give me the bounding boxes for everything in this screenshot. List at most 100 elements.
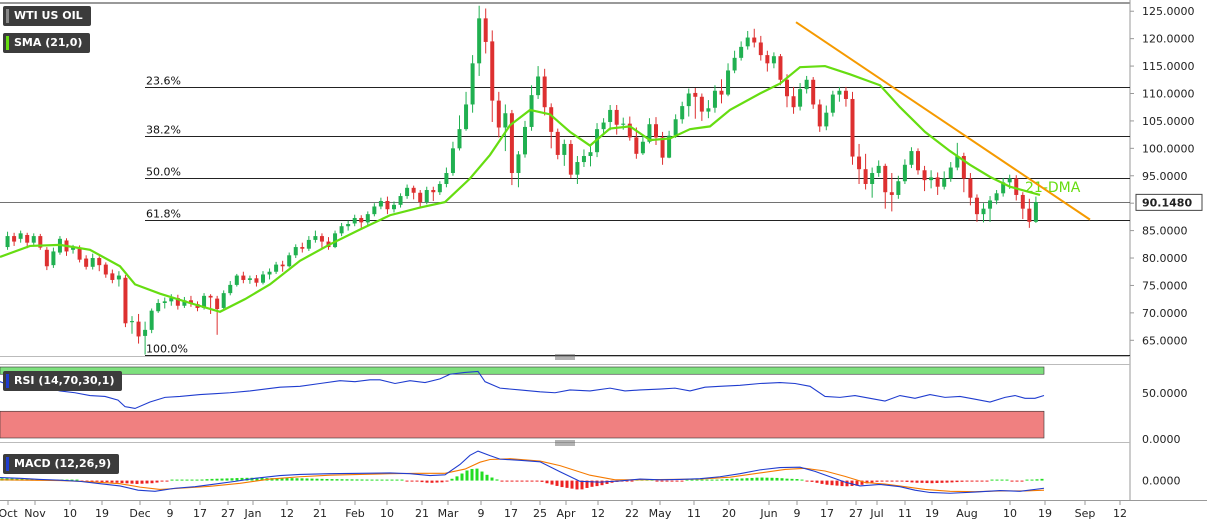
macd-histogram-bar [710, 479, 714, 481]
candle [870, 167, 875, 198]
macd-histogram-bar [365, 479, 369, 481]
candle-body [955, 156, 960, 168]
rsi-chip[interactable]: RSI (14,70,30,1) [3, 371, 123, 391]
macd-histogram-bar [970, 480, 974, 482]
resistance-trendline [795, 21, 1091, 221]
macd-histogram-bar [235, 478, 239, 481]
price-tick-label: 85.0000 [1142, 225, 1188, 238]
macd-histogram-bar [590, 480, 594, 487]
macd-histogram-bar [470, 468, 474, 481]
macd-histogram-bar [1025, 479, 1029, 481]
macd-histogram-bar [420, 480, 424, 483]
candle-body [516, 154, 521, 174]
candle-body [673, 119, 678, 136]
candle [12, 232, 17, 246]
date-tick-label: Sep [1075, 507, 1096, 520]
macd-histogram-bar [395, 479, 399, 481]
macd-histogram-bar [315, 478, 319, 481]
macd-histogram-bar [705, 479, 709, 481]
candle [25, 232, 30, 249]
candle [44, 247, 49, 271]
candle-body [156, 302, 161, 312]
macd-histogram-bar [425, 480, 429, 483]
macd-histogram-bar [515, 480, 519, 482]
candle-body [130, 321, 134, 323]
rsi-tick-label: 50.0000 [1142, 387, 1188, 400]
candle [267, 268, 272, 280]
symbol-color-marker [6, 9, 9, 23]
candle [824, 105, 829, 131]
candle-body [555, 131, 560, 155]
macd-histogram-bar [520, 480, 524, 482]
candle [116, 271, 121, 287]
candle [568, 140, 573, 178]
macd-histogram-bar [725, 478, 729, 481]
price-pane[interactable]: 23.6% 38.2% 50.0% 61.8% 100.0% 125.0000 120.00… [0, 0, 1207, 500]
macd-histogram-bar [905, 480, 909, 482]
candle [922, 165, 927, 192]
candle-body [457, 129, 462, 149]
candle [38, 233, 43, 250]
candle [392, 201, 396, 213]
candle-body [961, 156, 966, 179]
candle [110, 269, 115, 284]
date-tick-label: 27 [221, 507, 235, 520]
candle-body [974, 197, 979, 215]
candle [667, 130, 672, 159]
candle [1001, 177, 1006, 197]
macd-histogram-bar [115, 480, 119, 483]
macd-histogram-bar [330, 479, 334, 481]
macd-histogram-bar [145, 480, 149, 484]
candle [765, 50, 770, 72]
candle-body [116, 275, 121, 280]
macd-histogram-bar [190, 479, 194, 481]
candle-body [667, 135, 672, 158]
macd-histogram-bar [945, 480, 949, 483]
candle-body [1007, 178, 1012, 183]
candle-body [392, 204, 396, 210]
macd-histogram-bar [1040, 478, 1044, 481]
macd-pane[interactable]: 0.0000 [0, 450, 1181, 494]
macd-histogram-bar [625, 480, 629, 482]
date-tick-label: Oct [0, 507, 18, 520]
candle [274, 261, 279, 274]
macd-chip[interactable]: MACD (12,26,9) [3, 454, 120, 474]
price-tick-label: 125.0000 [1142, 5, 1195, 18]
candle-body [437, 183, 442, 193]
candle [418, 190, 423, 208]
date-tick-label: 12 [1113, 507, 1127, 520]
macd-histogram-bar [105, 480, 109, 483]
macd-histogram-bar [320, 478, 324, 481]
macd-histogram-bar [790, 478, 794, 481]
candle-body [228, 284, 233, 294]
fib-level-label: 61.8% [146, 208, 181, 221]
macd-histogram-bar [550, 480, 554, 485]
candle [372, 203, 377, 217]
candle [103, 262, 108, 278]
macd-histogram-bar [630, 480, 634, 482]
candle-body [1014, 178, 1019, 195]
candle [627, 116, 632, 141]
candle-body [293, 247, 298, 256]
macd-histogram-bar [280, 477, 284, 481]
candle-body [791, 96, 796, 108]
candle-body [31, 236, 36, 243]
date-axis: Oct Nov 10 19 Dec 9 17 27 Jan 12 21 Feb 10 21 Mar 9 17 25… [0, 500, 1207, 520]
candle [175, 294, 180, 310]
macd-histogram-bar [110, 480, 114, 483]
candle-body [719, 90, 724, 95]
macd-histogram-bar [655, 480, 659, 482]
candle [31, 233, 36, 245]
macd-histogram-bar [240, 477, 244, 481]
symbol-chip[interactable]: WTI US OIL [3, 6, 91, 26]
sma-chip[interactable]: SMA (21,0) [3, 33, 91, 53]
candle [902, 159, 907, 184]
candle-body [143, 329, 148, 336]
rsi-pane[interactable]: 50.0000 0.0000 [0, 364, 1188, 447]
candle-body [988, 200, 993, 209]
date-tick-label: May [649, 507, 672, 520]
candle [90, 253, 95, 270]
macd-histogram-bar [1020, 480, 1024, 482]
macd-histogram-bar [595, 480, 599, 487]
price-tick-label: 105.0000 [1142, 115, 1195, 128]
